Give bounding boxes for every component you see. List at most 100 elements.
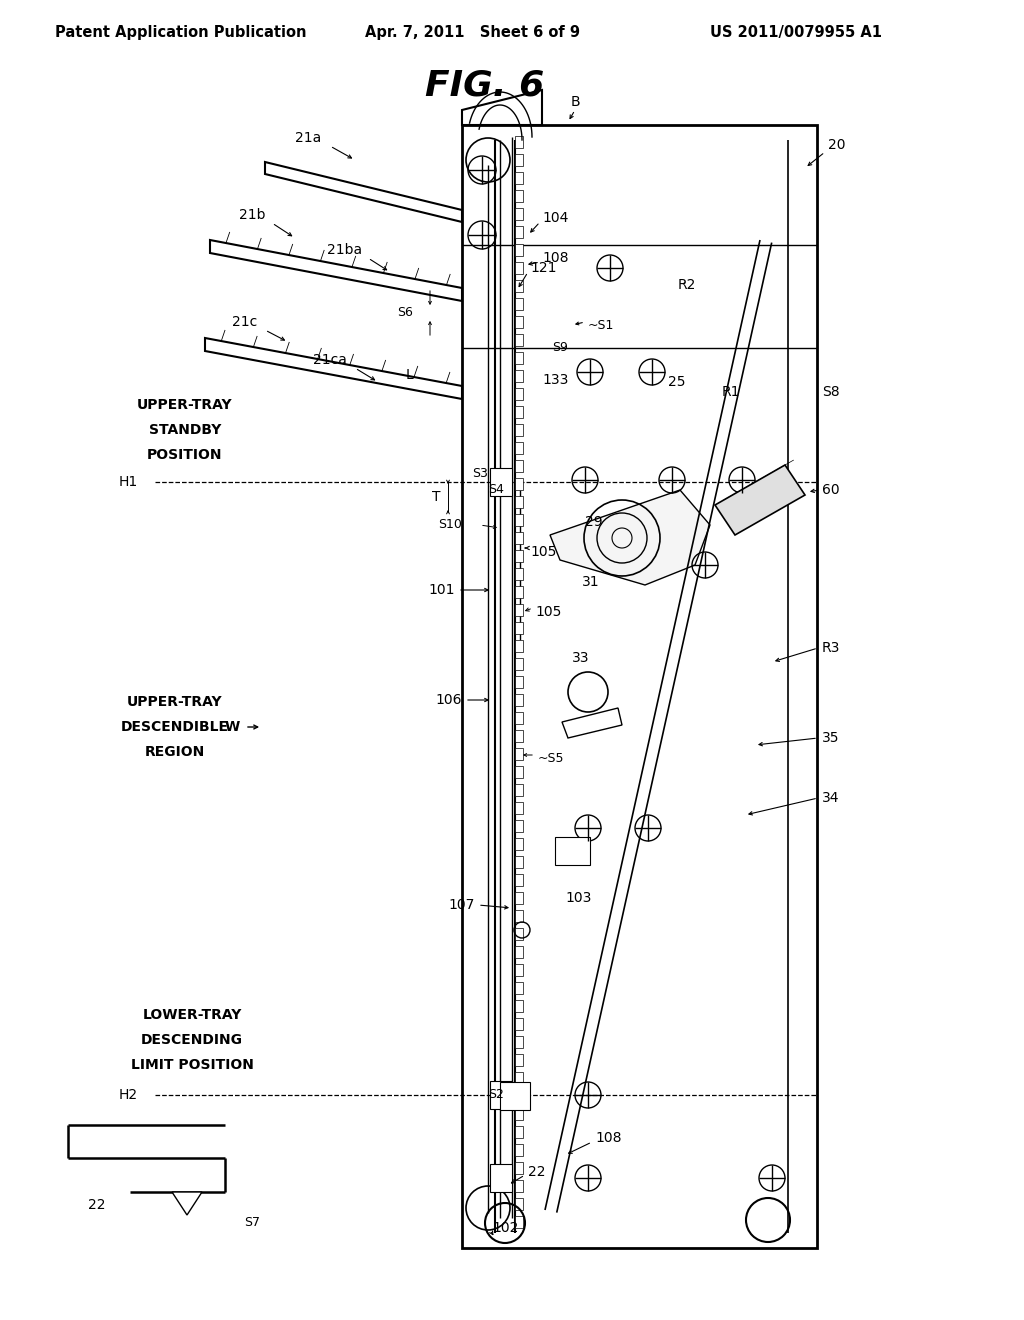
Text: 106: 106 (435, 693, 462, 708)
Text: S10: S10 (438, 519, 462, 532)
Text: 21c: 21c (232, 315, 258, 329)
Text: REGION: REGION (144, 744, 205, 759)
Bar (515, 244, 523, 256)
Polygon shape (715, 465, 805, 535)
Bar (515, 1126, 523, 1138)
Bar (515, 1162, 523, 1173)
Bar (515, 657, 523, 671)
Bar (515, 1107, 523, 1119)
Text: STANDBY: STANDBY (148, 422, 221, 437)
Text: S7: S7 (244, 1216, 260, 1229)
Bar (515, 605, 523, 616)
Bar (555, 837, 590, 865)
Text: 29: 29 (585, 515, 603, 529)
Bar (515, 1053, 523, 1067)
Bar (515, 209, 523, 220)
Bar (490, 1081, 512, 1109)
Bar (515, 1180, 523, 1192)
Text: 22: 22 (528, 1166, 546, 1179)
Bar (515, 261, 523, 275)
Bar (515, 694, 523, 706)
Bar (515, 513, 523, 525)
Bar (515, 1001, 523, 1012)
Bar (515, 550, 523, 562)
Bar (515, 442, 523, 454)
Bar (515, 226, 523, 238)
Bar (515, 424, 523, 436)
Bar (515, 334, 523, 346)
Text: H2: H2 (119, 1088, 138, 1102)
Bar (515, 352, 523, 364)
Text: S8: S8 (822, 385, 840, 399)
Bar (515, 136, 523, 148)
Text: 21ba: 21ba (328, 243, 362, 257)
Bar (515, 478, 523, 490)
Text: 121: 121 (530, 261, 556, 275)
Bar (515, 315, 523, 327)
Text: 103: 103 (565, 891, 592, 906)
Bar (515, 946, 523, 958)
Bar (515, 838, 523, 850)
Polygon shape (210, 240, 462, 301)
Text: Apr. 7, 2011   Sheet 6 of 9: Apr. 7, 2011 Sheet 6 of 9 (365, 25, 580, 40)
Bar (515, 172, 523, 183)
Text: 34: 34 (822, 791, 840, 805)
Bar (515, 1018, 523, 1030)
Text: S6: S6 (397, 305, 413, 318)
Bar (515, 676, 523, 688)
Bar (462, 125, 817, 1247)
Polygon shape (550, 490, 710, 585)
Text: 108: 108 (595, 1131, 622, 1144)
Text: 31: 31 (582, 576, 600, 589)
Bar (500, 1082, 530, 1110)
Bar (515, 748, 523, 760)
Bar (515, 280, 523, 292)
Text: 102: 102 (492, 1221, 518, 1236)
Text: US 2011/0079955 A1: US 2011/0079955 A1 (710, 25, 882, 40)
Text: 105: 105 (535, 605, 561, 619)
Bar (515, 766, 523, 777)
Bar (515, 874, 523, 886)
Bar (515, 388, 523, 400)
Text: Patent Application Publication: Patent Application Publication (55, 25, 306, 40)
Text: S3: S3 (472, 467, 487, 480)
Text: S9: S9 (552, 342, 568, 355)
Text: 20: 20 (828, 139, 846, 152)
Text: ~S5: ~S5 (538, 751, 564, 764)
Bar (515, 1036, 523, 1048)
Polygon shape (172, 1192, 202, 1214)
Text: B: B (570, 95, 580, 110)
Bar (515, 928, 523, 940)
Bar (515, 711, 523, 723)
Text: 25: 25 (668, 375, 685, 389)
Text: R1: R1 (722, 385, 740, 399)
Text: 21a: 21a (295, 131, 322, 145)
Text: 21b: 21b (239, 209, 265, 222)
Bar (515, 1199, 523, 1210)
Bar (515, 154, 523, 166)
Bar (515, 1072, 523, 1084)
Bar (515, 1216, 523, 1228)
Bar (515, 964, 523, 975)
Text: 104: 104 (542, 211, 568, 224)
Text: DESCENDING: DESCENDING (141, 1034, 243, 1047)
Text: FIG. 6: FIG. 6 (425, 69, 545, 102)
Text: 35: 35 (822, 731, 840, 744)
Text: R2: R2 (678, 279, 696, 292)
Bar (515, 370, 523, 381)
Bar (515, 982, 523, 994)
Polygon shape (205, 338, 462, 399)
Text: R3: R3 (822, 642, 841, 655)
Bar (515, 820, 523, 832)
Bar (515, 496, 523, 508)
Text: 101: 101 (428, 583, 455, 597)
Text: LOWER-TRAY: LOWER-TRAY (142, 1008, 242, 1022)
Text: 22: 22 (88, 1199, 105, 1212)
Polygon shape (562, 708, 622, 738)
Text: POSITION: POSITION (147, 447, 223, 462)
Text: S4: S4 (488, 483, 504, 496)
Text: 108: 108 (542, 251, 568, 265)
Text: UPPER-TRAY: UPPER-TRAY (127, 696, 223, 709)
Bar (515, 190, 523, 202)
Polygon shape (265, 162, 462, 222)
